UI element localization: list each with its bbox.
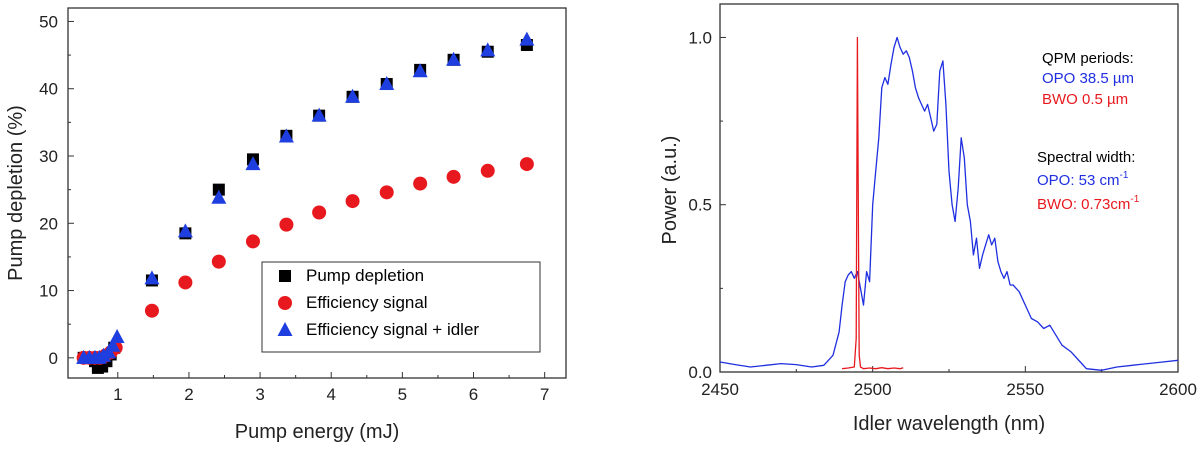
signal-idler-point bbox=[519, 31, 535, 46]
qpm-opo: OPO 38.5 µm bbox=[1042, 70, 1134, 87]
x-tick-label-left: 7 bbox=[540, 385, 549, 404]
series-line-bwo bbox=[842, 36, 904, 370]
signal-idler-point bbox=[311, 107, 327, 122]
chart-idler-spectrum: 2450 2500 2550 2600 0.0 0.5 1.0 Idler wavelen… bbox=[659, 3, 1197, 435]
x-tick-label-right: 2550 bbox=[1006, 380, 1044, 399]
legend-label-efficiency-signal: Efficiency signal bbox=[306, 293, 428, 312]
signal-idler-point bbox=[109, 328, 125, 343]
y-tick-label-left: 30 bbox=[39, 147, 58, 166]
plot-frame-left bbox=[67, 7, 567, 379]
x-tick-label-right: 2450 bbox=[701, 380, 739, 399]
y-tick-label-left: 10 bbox=[39, 282, 58, 301]
signal-idler-point bbox=[211, 189, 227, 204]
series-line-opo bbox=[719, 36, 1179, 371]
signal-idler-point bbox=[245, 156, 261, 171]
y-tick-label-right: 0.5 bbox=[688, 196, 712, 215]
y-tick-label-left: 0 bbox=[49, 349, 58, 368]
legend-marker-pump-depletion bbox=[279, 270, 291, 282]
efficiency-signal-point bbox=[279, 217, 294, 232]
signal-idler-point bbox=[345, 88, 361, 103]
efficiency-signal-point bbox=[144, 303, 159, 318]
signal-idler-point bbox=[412, 63, 428, 78]
efficiency-signal-point bbox=[519, 157, 534, 172]
width-title: Spectral width: bbox=[1037, 149, 1135, 166]
x-axis-label-left: Pump energy (mJ) bbox=[235, 421, 400, 443]
efficiency-signal-point bbox=[178, 275, 193, 290]
efficiency-signal-point bbox=[446, 169, 461, 184]
y-tick-label-left: 20 bbox=[39, 214, 58, 233]
efficiency-signal-point bbox=[413, 176, 428, 191]
signal-idler-point bbox=[480, 42, 496, 57]
y-tick-label-left: 40 bbox=[39, 80, 58, 99]
efficiency-signal-point bbox=[312, 205, 327, 220]
legend: Pump depletion Efficiency signal Efficie… bbox=[261, 261, 541, 353]
chart-pump-depletion: 1 2 3 4 5 6 7 0 10 20 30 40 50 Pump energy (mJ) Pum… bbox=[5, 7, 567, 443]
y-axis-right: 0.0 0.5 1.0 bbox=[688, 28, 726, 382]
x-tick-label-left: 2 bbox=[184, 385, 193, 404]
width-bwo: BWO: 0.73cm-1 bbox=[1037, 194, 1140, 213]
x-axis-left: 1 2 3 4 5 6 7 bbox=[113, 372, 549, 404]
x-tick-label-left: 1 bbox=[113, 385, 122, 404]
legend-marker-signal-idler bbox=[277, 322, 293, 336]
legend-label-signal-idler: Efficiency signal + idler bbox=[306, 320, 479, 339]
qpm-title: QPM periods: bbox=[1042, 50, 1134, 67]
pump-depletion-point bbox=[212, 183, 225, 196]
data-marks-left bbox=[76, 31, 535, 374]
signal-idler-point bbox=[105, 337, 121, 352]
y-axis-label-left: Pump depletion (%) bbox=[5, 105, 27, 281]
x-tick-label-left: 6 bbox=[469, 385, 478, 404]
y-tick-label-left: 50 bbox=[39, 12, 58, 31]
y-tick-label-right: 0.0 bbox=[688, 363, 712, 382]
x-tick-label-right: 2600 bbox=[1159, 380, 1197, 399]
x-tick-label-right: 2500 bbox=[854, 380, 892, 399]
signal-idler-point bbox=[379, 76, 395, 91]
efficiency-signal-point bbox=[379, 185, 394, 200]
signal-idler-point bbox=[278, 128, 294, 143]
signal-idler-point bbox=[177, 223, 193, 238]
legend-label-pump-depletion: Pump depletion bbox=[306, 266, 424, 285]
signal-idler-point bbox=[446, 51, 462, 66]
width-opo: OPO: 53 cm-1 bbox=[1037, 170, 1129, 189]
legend-box bbox=[261, 261, 541, 353]
efficiency-signal-point bbox=[480, 163, 495, 178]
y-tick-label-right: 1.0 bbox=[688, 28, 712, 47]
y-axis-label-right: Power (a.u.) bbox=[659, 136, 681, 245]
x-axis-label-right: Idler wavelength (nm) bbox=[853, 413, 1045, 435]
x-tick-label-left: 5 bbox=[398, 385, 407, 404]
x-tick-label-left: 3 bbox=[255, 385, 264, 404]
annotations: QPM periods: OPO 38.5 µm BWO 0.5 µm Spec… bbox=[1037, 50, 1140, 213]
qpm-bwo: BWO 0.5 µm bbox=[1042, 91, 1128, 108]
legend-marker-efficiency-signal bbox=[278, 296, 292, 310]
efficiency-signal-point bbox=[211, 254, 226, 269]
signal-idler-point bbox=[144, 270, 160, 285]
x-axis-right: 2450 2500 2550 2600 bbox=[701, 366, 1197, 399]
x-tick-label-left: 4 bbox=[326, 385, 335, 404]
efficiency-signal-point bbox=[345, 194, 360, 209]
y-axis-left: 0 10 20 30 40 50 bbox=[39, 12, 74, 368]
efficiency-signal-point bbox=[245, 234, 260, 249]
data-lines-right bbox=[719, 36, 1179, 371]
